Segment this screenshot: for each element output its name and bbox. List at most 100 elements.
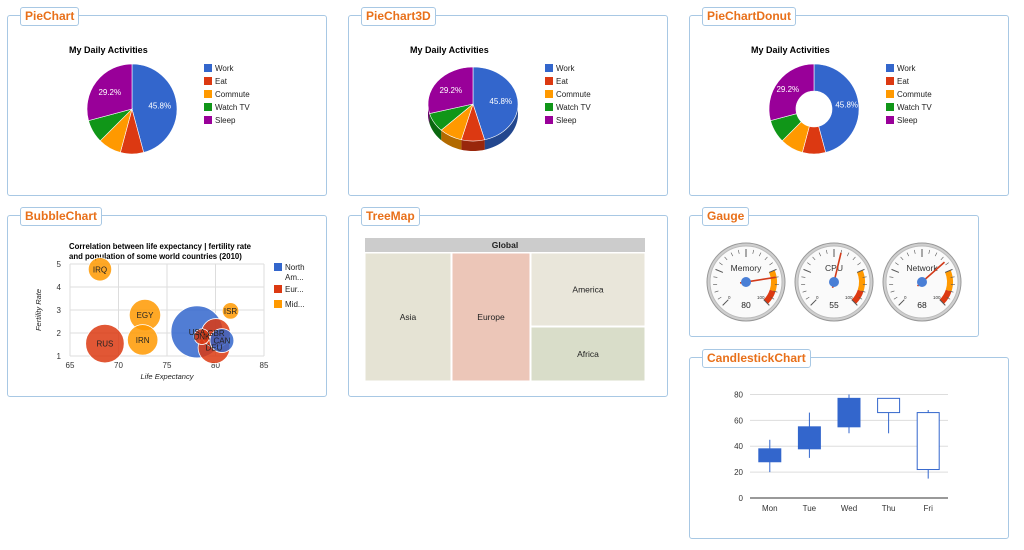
pie-slice-work	[813, 63, 860, 153]
gauge-value: 68	[917, 300, 927, 310]
piechart3d-panel: PieChart3D My Daily Activities 45.8% 29.2%…	[348, 7, 668, 196]
gauge-tick-label: 100	[845, 295, 853, 300]
treemap-cell-label: Europe	[477, 312, 505, 322]
x-tick-label: 80	[211, 361, 220, 370]
y-tick-label: 5	[57, 260, 62, 269]
slice-label: 29.2%	[776, 85, 799, 94]
slice-label: 29.2%	[98, 88, 121, 97]
y-tick-label: 3	[57, 306, 62, 315]
pie-slice-work	[472, 66, 519, 141]
legend-label: Eat	[897, 77, 910, 86]
piechartdonut-panel: PieChartDonut My Daily Activities 45.8% 29…	[689, 7, 1009, 196]
panel-title: PieChartDonut	[702, 7, 796, 26]
gauge-tick	[889, 276, 894, 278]
legend-label: Watch TV	[556, 103, 591, 112]
bubble-label: DEU	[206, 344, 223, 353]
treemap-cell-america	[530, 252, 646, 327]
gauge-tick	[862, 276, 867, 278]
gauge-tick	[818, 252, 822, 257]
gauge-tick	[763, 299, 770, 306]
gauge-tick	[752, 249, 754, 254]
gauge-tick-label: 100	[757, 295, 765, 300]
gauge-tick	[944, 268, 953, 273]
legend-swatch	[274, 263, 282, 271]
panel-title: TreeMap	[361, 207, 420, 226]
gauge-tick	[758, 252, 762, 257]
x-tick-label: 70	[114, 361, 123, 370]
gauge-tick	[895, 262, 899, 266]
y-tick-label: 20	[734, 468, 743, 477]
gauge-tick	[803, 268, 812, 273]
gauge-tick	[768, 268, 777, 273]
legend-swatch	[886, 90, 894, 98]
gauge-tick	[945, 262, 949, 266]
piechart-panel: PieChart My Daily Activities 45.8% 29.2% Wo…	[7, 7, 327, 196]
y-tick-label: 60	[734, 416, 743, 425]
legend-swatch	[545, 103, 553, 111]
pie-slice-side-shade	[484, 104, 518, 150]
gauge-tick	[861, 290, 866, 293]
treemap-cell-label: Africa	[577, 349, 599, 359]
legend-swatch	[204, 64, 212, 72]
gauge-tick	[940, 256, 944, 261]
legend-label: Eat	[215, 77, 228, 86]
x-tick-label: Thu	[882, 504, 896, 513]
bubble-label: DNK	[193, 333, 211, 342]
gauge-chart: 0 100 Memory 80 0 100 CPU 55 0 100 Network 68	[706, 242, 962, 322]
bubble-isr	[221, 302, 240, 320]
bubble-label: RUS	[96, 340, 113, 349]
candle-body-wed	[837, 397, 861, 428]
pie-slice-side	[461, 139, 485, 151]
y-tick-label: 0	[739, 494, 744, 503]
gauge-band	[857, 270, 865, 292]
legend-swatch	[204, 116, 212, 124]
x-axis-label: Life Expectancy	[141, 372, 195, 381]
legend-swatch	[204, 90, 212, 98]
candlestick-chart: 0 20 40 60 80 Mon Tue Wed Thu Fri	[734, 390, 948, 513]
legend-label: Work	[556, 64, 576, 73]
panel-title: BubbleChart	[20, 207, 102, 226]
legend-label: Sleep	[897, 116, 918, 125]
gauge-tick	[858, 296, 863, 300]
candle-body-thu	[877, 397, 901, 414]
chart-title: Correlation between life expectancy | fe…	[69, 242, 252, 251]
y-tick-label: 2	[57, 329, 62, 338]
pie-slice-side	[441, 130, 462, 150]
gauge-tick	[724, 256, 728, 261]
gauge-tick	[805, 296, 810, 300]
legend-label: Mid...	[285, 300, 305, 309]
legend-label: North	[285, 263, 305, 272]
gauge-tick	[846, 252, 850, 257]
gauge-tick	[738, 249, 740, 254]
gauge-label: Network	[906, 263, 938, 273]
pie-slice-side	[484, 104, 518, 150]
gauge-tick	[939, 299, 946, 306]
y-tick-label: 4	[57, 283, 62, 292]
legend-swatch	[204, 77, 212, 85]
donut-chart: My Daily Activities 45.8% 29.2% Work Eat Comm…	[732, 38, 1002, 186]
bubble-label: ISR	[224, 307, 238, 316]
x-tick-label: Wed	[841, 504, 857, 513]
gauge-panel: Gauge 0 100 Memory 80 0 100 CPU 55 0 100 Network 68	[689, 207, 979, 337]
gauge-tick	[826, 249, 828, 254]
bubble-chart: Correlation between life expectancy | fe…	[34, 242, 305, 381]
slice-label: 29.2%	[439, 86, 462, 95]
gauge-tick	[764, 256, 768, 261]
chart-title-line2: and population of some world countries (…	[69, 252, 242, 261]
gauge-hub	[741, 277, 751, 287]
pie-chart: My Daily Activities 45.8% 29.2% Work Eat Comm…	[50, 38, 320, 186]
gauge-tick	[856, 268, 865, 273]
bubble-irn	[127, 324, 159, 356]
gauge-tick-label: 100	[933, 295, 941, 300]
gauge-tick	[802, 290, 807, 293]
x-tick-label: Tue	[803, 504, 817, 513]
treemap-cell-asia	[364, 252, 452, 382]
gauge-tick	[769, 262, 773, 266]
pie-slice-sleep	[768, 63, 815, 122]
legend-swatch	[204, 103, 212, 111]
candle-body-tue	[797, 426, 821, 450]
y-tick-label: 80	[734, 390, 743, 399]
bubble-can	[209, 328, 235, 353]
gauge-tick	[719, 262, 723, 266]
candlestick-panel: CandlestickChart 0 20 40 60 80 Mon Tue Wed Thu Fr…	[689, 349, 1009, 539]
